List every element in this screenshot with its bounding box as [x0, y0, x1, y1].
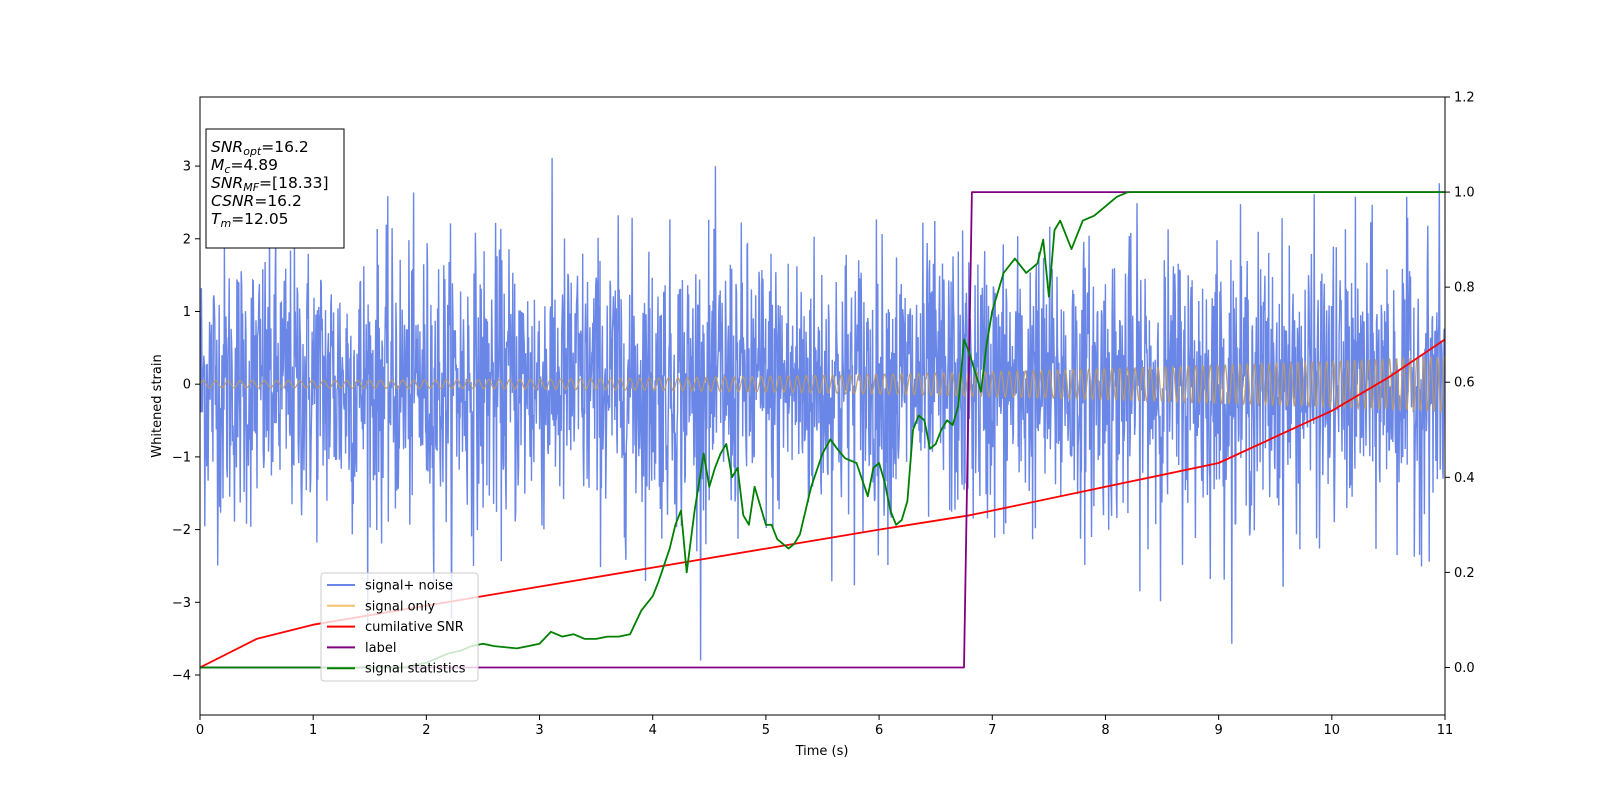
- x-tick-label: 0: [196, 723, 204, 738]
- x-axis: 0 1 2 3 4 5 6 7 8 9 10 11: [196, 715, 1453, 738]
- info-line: Tm=12.05: [211, 210, 289, 230]
- info-line: SNRopt=16.2: [211, 138, 309, 158]
- info-box-frame: [205, 128, 345, 249]
- signal-statistics-line: [200, 191, 1445, 669]
- y-axis-right: 1.2 1.0 0.8 0.6 0.4 0.2 0.0: [1445, 91, 1475, 676]
- legend-label: signal+ noise: [365, 579, 453, 594]
- y2-tick-label: 0.0: [1454, 661, 1475, 676]
- y-tick-label: −4: [172, 669, 191, 684]
- legend: signal+ noise signal only cumilative SNR la…: [320, 572, 479, 682]
- y-tick-label: −3: [172, 596, 191, 611]
- legend-label: signal statistics: [365, 662, 466, 677]
- x-tick-label: 5: [762, 723, 770, 738]
- y-tick-label: 3: [183, 160, 191, 175]
- y-tick-label: 2: [183, 232, 191, 247]
- y-tick-label: 0: [183, 378, 191, 393]
- signal-only-line: [200, 355, 1445, 414]
- y2-tick-label: 0.6: [1454, 376, 1475, 391]
- signal-only-series: [200, 355, 1445, 414]
- info-line: CSNR=16.2: [211, 192, 302, 210]
- legend-frame: [320, 572, 479, 682]
- x-tick-label: 4: [649, 723, 657, 738]
- x-tick-label: 6: [875, 723, 883, 738]
- y-tick-label: −1: [172, 450, 191, 465]
- y2-tick-label: 0.4: [1454, 471, 1475, 486]
- info-line: Mc=4.89: [211, 156, 278, 176]
- y2-tick-label: 1.0: [1454, 186, 1475, 201]
- x-tick-label: 10: [1324, 723, 1341, 738]
- legend-label: cumilative SNR: [365, 620, 464, 635]
- x-tick-label: 7: [988, 723, 996, 738]
- y-tick-label: 1: [183, 305, 191, 320]
- y2-tick-label: 1.2: [1454, 91, 1475, 106]
- x-tick-label: 9: [1214, 723, 1222, 738]
- legend-label: label: [365, 641, 396, 656]
- x-tick-label: 1: [309, 723, 317, 738]
- y2-tick-label: 0.2: [1454, 566, 1475, 581]
- info-box: SNRopt=16.2Mc=4.89SNRMF=[18.33]CSNR=16.2…: [205, 128, 345, 249]
- y-axis-left: 3 2 1 0 −1 −2 −3 −4: [172, 160, 200, 684]
- x-tick-label: 8: [1101, 723, 1109, 738]
- info-line: SNRMF=[18.33]: [211, 174, 329, 194]
- plot-frame: [199, 96, 1446, 716]
- y-tick-label: −2: [172, 523, 191, 538]
- x-tick-label: 3: [535, 723, 543, 738]
- legend-label: signal only: [365, 599, 435, 614]
- y2-tick-label: 0.8: [1454, 281, 1475, 296]
- y-axis-label: Whitened strain: [150, 354, 165, 457]
- x-tick-label: 11: [1437, 723, 1454, 738]
- x-axis-label: Time (s): [795, 744, 849, 759]
- x-tick-label: 2: [422, 723, 430, 738]
